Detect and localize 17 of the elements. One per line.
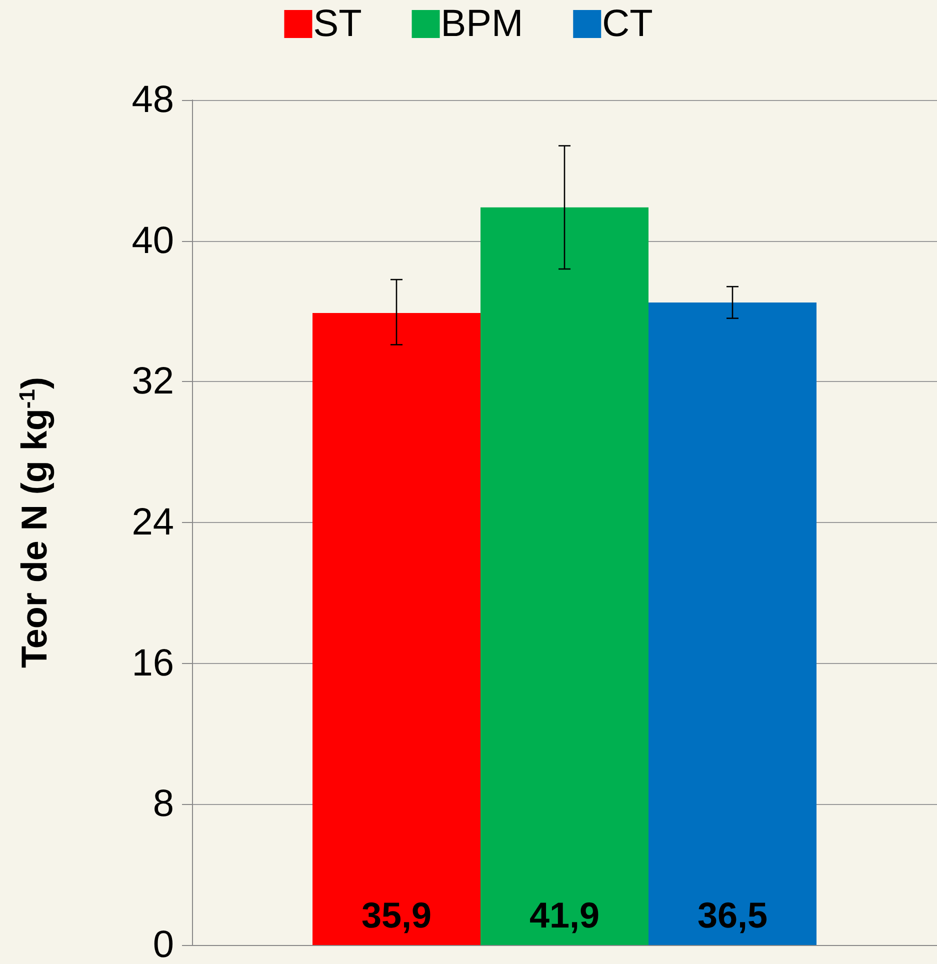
y-tick-label: 16 <box>132 642 174 684</box>
data-label: 41,9 <box>529 894 600 936</box>
legend-label: CT <box>602 3 653 45</box>
legend-label: ST <box>313 3 362 45</box>
bar <box>312 313 480 945</box>
y-tick-label: 24 <box>132 502 174 544</box>
data-label: 35,9 <box>361 894 432 936</box>
legend-label: BPM <box>440 3 524 45</box>
y-axis-title: Teor de N (g kg-1) <box>14 377 54 668</box>
y-tick-label: 32 <box>132 360 174 403</box>
y-tick-label: 40 <box>132 220 174 262</box>
y-tick-label: 48 <box>132 79 174 121</box>
bar <box>480 207 648 945</box>
y-tick-label: 8 <box>152 783 174 826</box>
bar <box>648 302 816 945</box>
y-tick-label: 0 <box>152 924 174 964</box>
data-label: 36,5 <box>697 894 768 936</box>
